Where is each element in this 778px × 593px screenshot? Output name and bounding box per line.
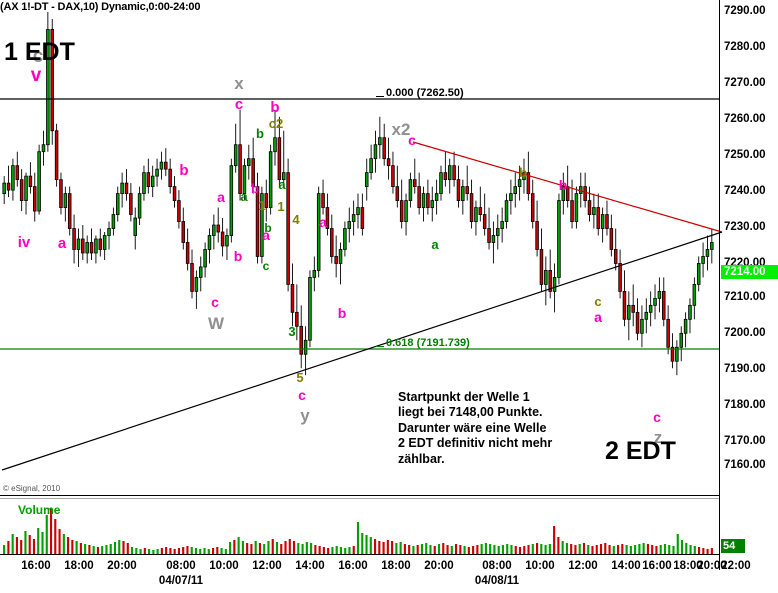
elliott-wave-label: c	[262, 259, 270, 273]
time-axis-tick: 16:00	[21, 560, 51, 572]
elliott-wave-label: b	[264, 221, 272, 235]
time-axis-date: 04/07/11	[158, 575, 204, 587]
elliott-wave-label: b	[270, 99, 280, 116]
time-axis-tick: 10:00	[525, 560, 555, 572]
elliott-wave-label: c2	[268, 116, 284, 131]
fib-level-label: 0.000 (7262.50)	[386, 87, 464, 99]
price-axis-tick: 7210.00	[724, 291, 766, 303]
elliott-wave-label: a	[240, 189, 248, 204]
volume-study-label: Volume	[18, 503, 61, 517]
analysis-note-text: Startpunkt der Welle 1 liegt bei 7148,00…	[398, 390, 553, 466]
elliott-wave-label: a	[431, 237, 439, 252]
volume-pane[interactable]	[0, 500, 719, 558]
volume-value-marker: 54	[721, 539, 745, 553]
chart-title: (AX 1!-DT - DAX,10) Dynamic,0:00-24:00	[0, 1, 201, 13]
elliott-wave-label: b	[337, 305, 347, 321]
fib-level-dash	[376, 346, 384, 347]
volume-bars	[0, 508, 719, 555]
price-axis-tick: 7180.00	[724, 399, 766, 411]
pane-divider	[0, 495, 719, 496]
time-axis-tick: 18:00	[64, 560, 94, 572]
price-axis-tick: 7280.00	[724, 41, 766, 53]
time-axis-tick: 12:00	[568, 560, 598, 572]
time-axis-tick: 20:00	[424, 560, 454, 572]
elliott-wave-label: b	[233, 248, 243, 264]
elliott-wave-label: c	[211, 294, 219, 310]
elliott-wave-label: b	[256, 126, 264, 141]
elliott-wave-label: v	[30, 65, 42, 86]
price-axis-tick: 7260.00	[724, 113, 766, 125]
elliott-wave-label: 1	[277, 199, 285, 214]
price-axis-tick: 7160.00	[724, 459, 766, 471]
elliott-wave-label: 5	[296, 370, 304, 385]
time-axis-tick: 20:00	[697, 560, 727, 572]
price-axis-tick: 7230.00	[724, 221, 766, 233]
elliott-wave-label: a	[278, 177, 286, 192]
copyright-notice: © eSignal, 2010	[3, 484, 61, 493]
current-price-marker: 7214.00	[721, 265, 778, 279]
time-axis-tick: 16:00	[338, 560, 368, 572]
price-pane[interactable]	[0, 8, 719, 495]
elliott-wave-label: a	[57, 235, 67, 252]
elliott-wave-label: c	[408, 132, 416, 148]
elliott-wave-label: 3	[288, 324, 296, 339]
elliott-wave-label: a	[217, 189, 225, 205]
price-axis-tick: 7240.00	[724, 185, 766, 197]
price-axis-tick: 7250.00	[724, 149, 766, 161]
elliott-wave-label: b	[251, 181, 259, 196]
price-axis[interactable]: 7290.00 7280.00 7270.00 7260.00 7250.00 7240.…	[719, 0, 778, 570]
elliott-wave-label: b	[179, 162, 189, 179]
elliott-wave-label: c	[298, 387, 306, 403]
elliott-wave-label: a	[319, 214, 327, 230]
price-axis-tick: 7170.00	[724, 435, 766, 447]
elliott-wave-label: W	[207, 314, 225, 333]
elliott-wave-label: c	[32, 46, 44, 67]
price-axis-tick: 7290.00	[724, 5, 766, 17]
time-axis-tick: 12:00	[252, 560, 282, 572]
elliott-wave-label: a	[262, 227, 270, 243]
time-axis-tick: 10:00	[209, 560, 239, 572]
elliott-wave-label: b	[519, 165, 527, 180]
elliott-wave-label: 1	[258, 198, 266, 213]
time-axis-tick: 22:00	[721, 560, 751, 572]
elliott-wave-label: c	[594, 294, 602, 309]
price-axis-tick: 7270.00	[724, 77, 766, 89]
elliott-wave-label: a	[594, 309, 602, 325]
fib-level-label: 0.618 (7191.739)	[386, 337, 470, 349]
price-axis-tick: 7200.00	[724, 327, 766, 339]
price-axis-tick: 7190.00	[724, 363, 766, 375]
elliott-wave-label: x2	[391, 120, 411, 139]
time-axis[interactable]: 16:00 18:00 20:00 08:00 10:00 12:00 14:00 16:00…	[0, 558, 750, 593]
elliott-wave-label: b	[558, 177, 568, 193]
time-axis-tick: 18:00	[381, 560, 411, 572]
time-axis-tick: 16:00	[642, 560, 672, 572]
pane-divider-secondary	[0, 498, 719, 499]
wave-1-edt-label: 1 EDT	[4, 38, 75, 66]
fib-level-dash	[376, 96, 384, 97]
time-axis-tick: 20:00	[107, 560, 137, 572]
elliott-wave-label: c	[234, 96, 244, 113]
elliott-wave-label: x	[234, 74, 244, 93]
elliott-wave-label: 4	[292, 212, 300, 227]
time-axis-tick: 14:00	[295, 560, 325, 572]
time-axis-tick: 08:00	[482, 560, 512, 572]
elliott-wave-label: z	[653, 428, 663, 447]
elliott-wave-label: iv	[17, 234, 31, 251]
drawing-overlay	[0, 98, 723, 471]
time-axis-tick: 08:00	[166, 560, 196, 572]
wave-2-edt-label: 2 EDT	[605, 437, 676, 465]
time-axis-tick: 18:00	[673, 560, 703, 572]
price-candles	[2, 12, 714, 376]
time-axis-tick: 14:00	[611, 560, 641, 572]
elliott-wave-label: y	[300, 406, 310, 425]
time-axis-date: 04/08/11	[474, 575, 520, 587]
elliott-wave-label: c	[653, 409, 661, 425]
